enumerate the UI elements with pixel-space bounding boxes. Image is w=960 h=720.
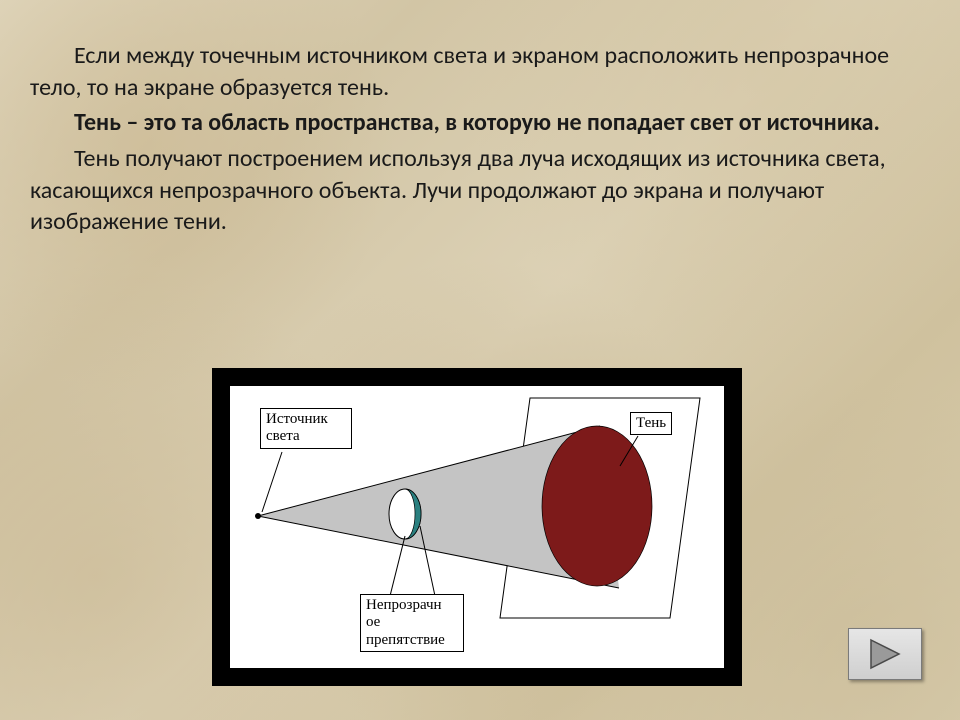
next-button[interactable] [848, 628, 922, 680]
slide: Если между точечным источником света и э… [0, 0, 960, 720]
leader-source [262, 452, 282, 512]
shadow-ellipse [542, 426, 652, 586]
text-block: Если между точечным источником света и э… [30, 40, 930, 238]
figure-frame: Источник света Тень Непрозрачн ое препят… [212, 368, 742, 686]
source-point [255, 513, 261, 519]
figure-panel: Источник света Тень Непрозрачн ое препят… [230, 386, 724, 668]
label-obstacle: Непрозрачн ое препятствие [360, 594, 464, 652]
label-source: Источник света [260, 408, 352, 449]
paragraph-1: Если между точечным источником света и э… [30, 40, 930, 103]
play-icon [865, 638, 905, 670]
paragraph-3: Тень получают построением используя два … [30, 143, 930, 238]
leader-obstacle-1 [390, 536, 405, 596]
label-shadow: Тень [630, 412, 672, 435]
paragraph-2: Тень – это та область пространства, в ко… [30, 107, 930, 139]
